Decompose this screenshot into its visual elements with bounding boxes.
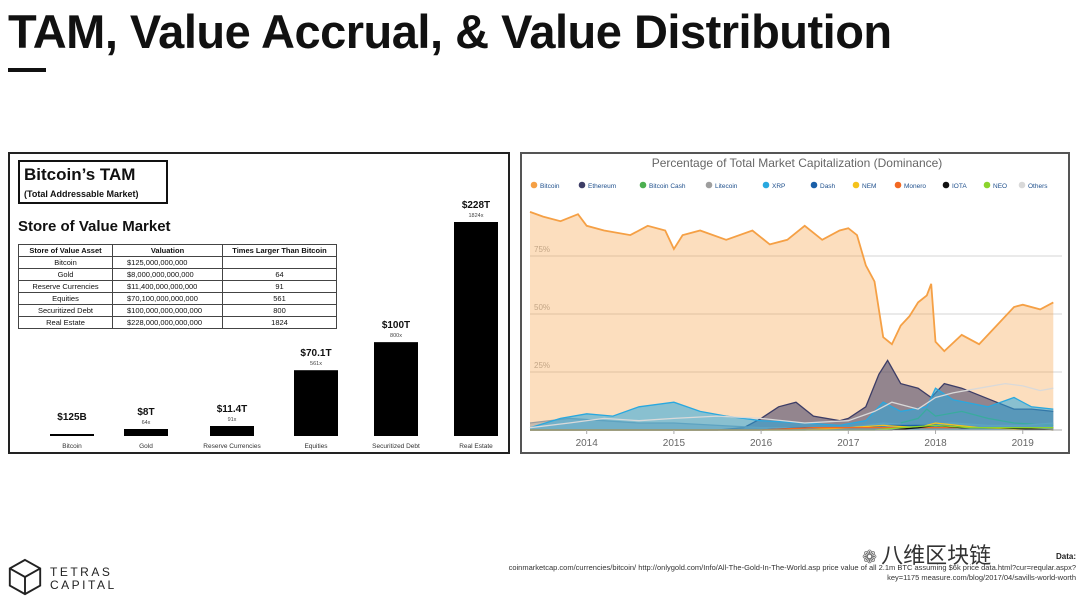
bar-category-label: Bitcoin bbox=[62, 443, 82, 450]
logo-line-2: CAPITAL bbox=[50, 578, 117, 592]
x-tick-label: 2019 bbox=[1012, 438, 1035, 449]
bar-reserve-currencies bbox=[210, 426, 254, 436]
tetras-logo-icon bbox=[8, 558, 42, 596]
table-row: Bitcoin $125,000,000,000 bbox=[18, 256, 337, 269]
bar-category-label: Securitized Debt bbox=[372, 443, 420, 450]
y-tick-label: 75% bbox=[534, 245, 550, 254]
y-tick-label: 50% bbox=[534, 303, 550, 312]
legend-marker bbox=[852, 181, 860, 189]
wechat-icon: ❁ bbox=[862, 547, 878, 567]
table-row: Securitized Debt $100,000,000,000,000 80… bbox=[18, 304, 337, 317]
legend-marker bbox=[942, 181, 950, 189]
bar-value-label: $125B bbox=[57, 412, 86, 423]
bar-value-label: $100T bbox=[382, 320, 410, 331]
legend-label: IOTA bbox=[952, 183, 967, 190]
bar-bitcoin bbox=[50, 434, 94, 436]
legend-marker bbox=[894, 181, 902, 189]
bar-multiplier-label: 1824x bbox=[469, 213, 484, 219]
series-line-xrp bbox=[529, 387, 1054, 429]
tam-bar-chart: $125B Bitcoin $8T 64x Gold $11.4T 91x Reserve C… bbox=[50, 200, 498, 450]
bar-multiplier-label: 561x bbox=[310, 361, 322, 367]
logo-line-1: TETRAS bbox=[50, 565, 113, 579]
store-of-value-table: Store of Value Asset Valuation Times Lar… bbox=[18, 244, 337, 329]
legend-label: Others bbox=[1028, 183, 1048, 190]
x-tick-label: 2018 bbox=[924, 438, 947, 449]
bar-category-label: Reserve Currencies bbox=[203, 443, 261, 450]
bar-value-label: $11.4T bbox=[217, 404, 248, 415]
table-cell-valuation: $228,000,000,000,000 bbox=[112, 316, 223, 329]
tam-box-subtitle: (Total Addressable Market) bbox=[24, 189, 139, 199]
x-tick-label: 2015 bbox=[663, 438, 686, 449]
legend-marker bbox=[530, 181, 538, 189]
dominance-chart-panel: Percentage of Total Market Capitalizatio… bbox=[520, 152, 1070, 454]
source-label: Data: bbox=[1055, 552, 1076, 561]
bar-multiplier-label: 800x bbox=[390, 333, 402, 339]
title-underline bbox=[8, 68, 46, 72]
legend-label: Dash bbox=[820, 183, 836, 190]
legend-marker bbox=[810, 181, 818, 189]
bar-value-label: $228T bbox=[462, 200, 490, 211]
legend-marker bbox=[639, 181, 647, 189]
source-citation: coinmarketcap.com/currencies/bitcoin/ ht… bbox=[508, 563, 1076, 582]
x-tick-label: 2017 bbox=[837, 438, 860, 449]
x-tick-label: 2016 bbox=[750, 438, 773, 449]
legend-label: Ethereum bbox=[588, 183, 616, 190]
legend-label: XRP bbox=[772, 183, 785, 190]
y-tick-label: 25% bbox=[534, 361, 550, 370]
bar-equities bbox=[294, 370, 338, 436]
dominance-area-chart: Percentage of Total Market Capitalizatio… bbox=[529, 156, 1062, 449]
table-row: Real Estate $228,000,000,000,000 1824 bbox=[18, 316, 337, 329]
bar-value-label: $8T bbox=[137, 407, 154, 418]
store-of-value-heading: Store of Value Market bbox=[18, 218, 171, 235]
legend-marker bbox=[1018, 181, 1026, 189]
bar-securitized-debt bbox=[374, 342, 418, 436]
watermark-text: 八维区块链 bbox=[881, 543, 992, 568]
watermark: ❁ 八维区块链 bbox=[862, 538, 991, 570]
legend-marker bbox=[705, 181, 713, 189]
series-line-ethereum bbox=[530, 359, 1054, 431]
chart-title: Percentage of Total Market Capitalizatio… bbox=[652, 156, 943, 170]
bar-category-label: Equities bbox=[304, 443, 328, 450]
company-logo-text: TETRAS CAPITAL bbox=[50, 566, 117, 592]
tam-box-title: Bitcoin’s TAM bbox=[24, 165, 136, 184]
bar-real-estate bbox=[454, 222, 498, 436]
legend-label: NEO bbox=[993, 183, 1007, 190]
series-line-bitcoin bbox=[529, 211, 1054, 353]
slide-title: TAM, Value Accrual, & Value Distribution bbox=[8, 5, 892, 58]
legend-label: Bitcoin Cash bbox=[649, 183, 686, 190]
legend-label: NEM bbox=[862, 183, 876, 190]
legend-marker bbox=[983, 181, 991, 189]
table-row: Equities $70,100,000,000,000 561 bbox=[18, 292, 337, 305]
bar-multiplier-label: 91x bbox=[228, 417, 237, 423]
legend-label: Bitcoin bbox=[540, 183, 560, 190]
bar-gold bbox=[124, 429, 168, 436]
table-cell-times: 1824 bbox=[222, 316, 337, 329]
bitcoin-tam-panel: Bitcoin’s TAM (Total Addressable Market)… bbox=[8, 152, 510, 454]
bar-multiplier-label: 64x bbox=[142, 420, 151, 426]
tam-title-box: Bitcoin’s TAM (Total Addressable Market) bbox=[18, 160, 168, 204]
legend-marker bbox=[578, 181, 586, 189]
bar-category-label: Gold bbox=[139, 443, 153, 450]
bar-value-label: $70.1T bbox=[300, 348, 331, 359]
legend-label: Litecoin bbox=[715, 183, 738, 190]
legend-label: Monero bbox=[904, 183, 926, 190]
legend-marker bbox=[762, 181, 770, 189]
bar-category-label: Real Estate bbox=[459, 443, 493, 450]
x-tick-label: 2014 bbox=[576, 438, 599, 449]
series-line-others bbox=[529, 382, 1054, 429]
series-area-bitcoin bbox=[530, 211, 1054, 430]
